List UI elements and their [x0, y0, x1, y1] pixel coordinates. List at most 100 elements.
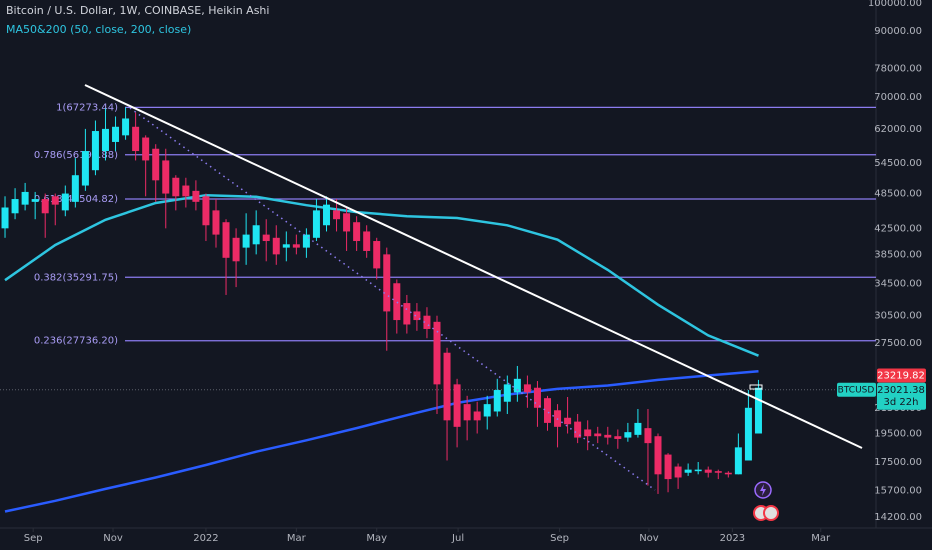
candle-body	[262, 234, 270, 242]
symbol-tag	[837, 382, 876, 397]
candle-body	[222, 222, 230, 258]
candle-body	[694, 469, 702, 472]
candle-body	[302, 234, 310, 248]
candle-body	[533, 387, 541, 408]
candle-body	[714, 471, 722, 473]
candle-body	[132, 126, 140, 152]
x-tick-label: Nov	[639, 533, 659, 544]
y-tick-label: 100000.00	[868, 0, 922, 9]
candle-body	[282, 244, 290, 248]
candle-body	[11, 199, 19, 214]
candle-body	[654, 436, 662, 475]
candle-body	[614, 436, 622, 439]
y-tick-label: 27500.00	[874, 338, 922, 349]
x-tick-label: 2023	[720, 533, 745, 544]
candle-body	[513, 378, 521, 393]
candle-body	[343, 213, 351, 232]
candle-body	[21, 191, 29, 205]
candle-body	[644, 428, 652, 444]
candle-body	[91, 131, 99, 171]
candle-body	[31, 199, 39, 202]
candle-body	[322, 204, 330, 226]
candle-body	[373, 241, 381, 269]
candle-body	[664, 454, 672, 480]
candle-body	[473, 411, 481, 421]
candle-body	[523, 384, 531, 393]
candle-body	[51, 196, 59, 205]
candle-body	[182, 185, 190, 197]
candle-body	[41, 199, 49, 214]
y-tick-label: 70000.00	[874, 92, 922, 103]
y-tick-label: 62000.00	[874, 124, 922, 135]
candle-body	[433, 321, 441, 385]
x-tick-label: 2022	[193, 533, 218, 544]
candle-body	[403, 303, 411, 325]
fib-level-label: 1(67273.44)	[56, 102, 118, 113]
candle-body	[202, 196, 210, 226]
last-price-tag	[877, 382, 926, 410]
candle-body	[493, 390, 501, 412]
candle-body	[312, 210, 320, 238]
y-tick-label: 54500.00	[874, 158, 922, 169]
candle-body	[674, 466, 682, 478]
candle-body	[142, 137, 150, 161]
y-tick-label: 19500.00	[874, 428, 922, 439]
candle-body	[242, 234, 250, 248]
fib-level-label: 0.236(27736.20)	[34, 336, 118, 347]
candle-body	[152, 148, 160, 181]
candle-body	[353, 222, 361, 242]
candle-body	[483, 404, 491, 417]
candle-body	[544, 398, 551, 423]
plot-area: 1(67273.44)0.786(56198.88)0.618(47504.82…	[0, 102, 876, 513]
candle-body	[61, 193, 69, 211]
trend-line	[84, 84, 863, 449]
candle-body	[333, 210, 341, 220]
candle-body	[604, 434, 612, 438]
y-tick-label: 14200.00	[874, 512, 922, 523]
candle-body	[71, 175, 79, 202]
indicator-label: MA50&200 (50, close, 200, close)	[6, 23, 191, 36]
candle-body	[393, 283, 401, 321]
candle-body	[684, 469, 692, 473]
y-tick-label: 38500.00	[874, 249, 922, 260]
moving-average-line	[4, 193, 759, 357]
event-icons	[753, 481, 779, 521]
x-tick-label: Mar	[811, 533, 831, 544]
candle-body	[734, 447, 742, 475]
candle-body	[463, 404, 471, 421]
last-price-label: 23021.38	[877, 385, 925, 396]
chart-title: Bitcoin / U.S. Dollar, 1W, COINBASE, Hei…	[6, 4, 269, 17]
event-icon-glyph	[760, 484, 766, 496]
candle-body	[634, 422, 642, 435]
candle-body	[624, 432, 632, 438]
candle-body	[704, 469, 712, 473]
candle-body	[212, 210, 220, 235]
y-tick-label: 30500.00	[874, 311, 922, 322]
candle-body	[101, 128, 109, 152]
candle-body	[272, 237, 280, 255]
candle-body	[564, 417, 572, 425]
x-tick-label: Jul	[451, 533, 464, 544]
x-tick-label: Mar	[287, 533, 307, 544]
fib-level-label: 0.382(35291.75)	[34, 272, 118, 283]
marker-price-tag	[877, 368, 926, 383]
economic-event-icon[interactable]	[763, 505, 779, 521]
drawing-marker	[749, 384, 763, 390]
candle-body	[1, 207, 9, 229]
fib-level-label: 0.786(56198.88)	[34, 150, 118, 161]
dotted-trend-line	[129, 107, 656, 491]
marker-price-label: 23219.82	[877, 371, 925, 382]
candle-body	[383, 254, 391, 312]
candle-body	[232, 237, 240, 262]
candle-body	[574, 421, 582, 438]
candle-body	[453, 384, 461, 427]
candle-body	[443, 352, 451, 421]
y-tick-label: 42500.00	[874, 223, 922, 234]
y-tick-label: 90000.00	[874, 26, 922, 37]
symbol-label: BTCUSD	[838, 385, 875, 395]
candle-body	[423, 315, 431, 329]
candle-body	[192, 190, 200, 202]
x-tick-label: Sep	[550, 533, 569, 544]
candle-body	[252, 225, 260, 245]
